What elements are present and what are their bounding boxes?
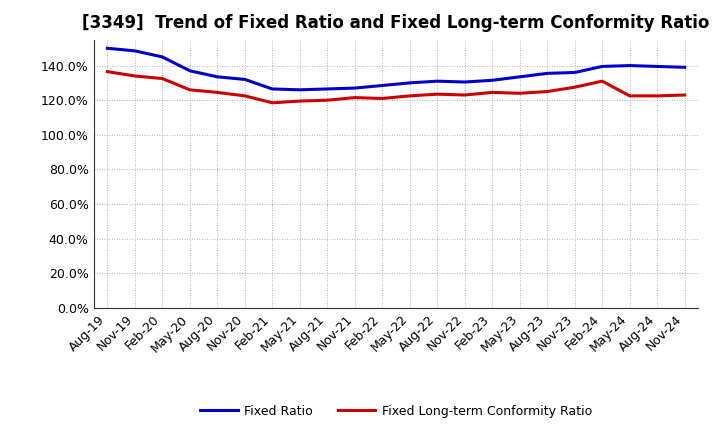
Line: Fixed Long-term Conformity Ratio: Fixed Long-term Conformity Ratio [107, 72, 685, 103]
Fixed Ratio [516, 74, 524, 80]
Fixed Long-term Conformity Ratio [295, 99, 304, 104]
Fixed Ratio [240, 77, 249, 82]
Fixed Long-term Conformity Ratio [570, 84, 579, 90]
Title: [3349]  Trend of Fixed Ratio and Fixed Long-term Conformity Ratio: [3349] Trend of Fixed Ratio and Fixed Lo… [82, 15, 710, 33]
Fixed Long-term Conformity Ratio [240, 93, 249, 99]
Fixed Ratio [598, 64, 606, 69]
Fixed Long-term Conformity Ratio [488, 90, 497, 95]
Fixed Long-term Conformity Ratio [213, 90, 222, 95]
Fixed Ratio [570, 70, 579, 75]
Fixed Long-term Conformity Ratio [543, 89, 552, 94]
Fixed Ratio [626, 63, 634, 68]
Fixed Ratio [680, 65, 689, 70]
Fixed Ratio [186, 68, 194, 73]
Fixed Long-term Conformity Ratio [598, 78, 606, 84]
Fixed Long-term Conformity Ratio [460, 92, 469, 98]
Fixed Long-term Conformity Ratio [405, 93, 414, 99]
Fixed Ratio [323, 86, 332, 92]
Fixed Ratio [351, 85, 359, 91]
Fixed Long-term Conformity Ratio [130, 73, 139, 79]
Fixed Ratio [268, 86, 276, 92]
Fixed Ratio [460, 79, 469, 84]
Fixed Ratio [158, 54, 166, 59]
Fixed Ratio [543, 71, 552, 76]
Fixed Ratio [433, 78, 441, 84]
Fixed Ratio [103, 46, 112, 51]
Fixed Long-term Conformity Ratio [323, 98, 332, 103]
Fixed Ratio [488, 77, 497, 83]
Fixed Long-term Conformity Ratio [186, 87, 194, 92]
Fixed Long-term Conformity Ratio [433, 92, 441, 97]
Fixed Ratio [213, 74, 222, 80]
Fixed Long-term Conformity Ratio [378, 96, 387, 101]
Line: Fixed Ratio: Fixed Ratio [107, 48, 685, 90]
Fixed Long-term Conformity Ratio [680, 92, 689, 98]
Fixed Ratio [130, 48, 139, 54]
Fixed Ratio [653, 64, 662, 69]
Fixed Long-term Conformity Ratio [626, 93, 634, 99]
Fixed Long-term Conformity Ratio [351, 95, 359, 100]
Fixed Ratio [405, 80, 414, 85]
Fixed Ratio [378, 83, 387, 88]
Fixed Long-term Conformity Ratio [103, 69, 112, 74]
Legend: Fixed Ratio, Fixed Long-term Conformity Ratio: Fixed Ratio, Fixed Long-term Conformity … [195, 400, 597, 423]
Fixed Long-term Conformity Ratio [268, 100, 276, 106]
Fixed Ratio [295, 87, 304, 92]
Fixed Long-term Conformity Ratio [516, 91, 524, 96]
Fixed Long-term Conformity Ratio [653, 93, 662, 99]
Fixed Long-term Conformity Ratio [158, 76, 166, 81]
